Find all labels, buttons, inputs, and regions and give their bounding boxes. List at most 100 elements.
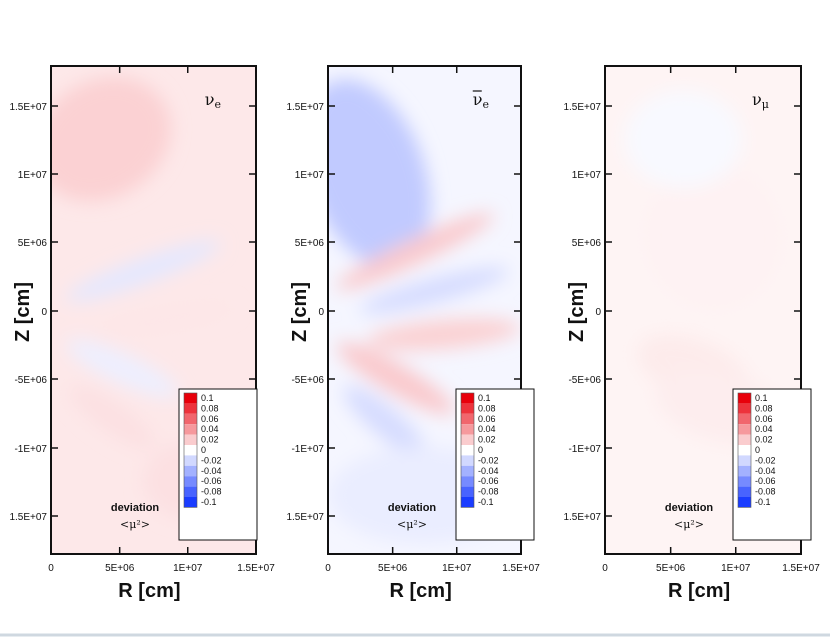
field-structure xyxy=(51,77,171,202)
y-tick-label: -1E+07 xyxy=(14,444,47,455)
y-axis-label: Z [cm] xyxy=(289,282,311,342)
y-tick-label: -5E+06 xyxy=(291,375,324,386)
y-tick-label: 1.5E+07 xyxy=(563,512,601,523)
y-tick-label: 1E+07 xyxy=(18,170,48,181)
legend-swatch xyxy=(738,476,751,487)
legend-swatch xyxy=(738,465,751,477)
legend-swatch xyxy=(461,445,474,456)
legend-level-label: -0.1 xyxy=(478,497,494,507)
field-structure xyxy=(69,385,156,450)
legend-swatch xyxy=(461,465,474,477)
y-tick-label: -1E+07 xyxy=(568,444,601,455)
legend-level-label: 0.02 xyxy=(478,435,496,445)
chart-panel-1: 1.5E+07 1E+07 5E+06 0 -5E+06 -1E+07 1.5E+07 0 5E… xyxy=(9,65,275,602)
legend-swatch xyxy=(461,434,474,445)
legend-subtitle: <μ²> xyxy=(120,518,150,531)
x-tick-label: 5E+06 xyxy=(378,563,408,574)
legend-level-label: -0.02 xyxy=(755,455,776,465)
legend-swatch xyxy=(184,403,197,414)
legend-level-label: -0.02 xyxy=(201,455,222,465)
x-tick-label: 1.5E+07 xyxy=(502,563,540,574)
y-tick-label: 1E+07 xyxy=(572,170,602,181)
y-tick-label: 5E+06 xyxy=(572,238,602,249)
x-tick-label: 1E+07 xyxy=(721,563,751,574)
field-structure xyxy=(336,342,455,415)
y-tick-label: 1.5E+07 xyxy=(9,512,47,523)
x-tick-label: 0 xyxy=(602,563,608,574)
legend-level-label: 0 xyxy=(755,445,760,455)
x-axis-label: R [cm] xyxy=(118,580,180,602)
legend-swatch xyxy=(184,476,197,487)
legend-colorbar-outline xyxy=(460,392,475,508)
legend-level-label: -0.08 xyxy=(201,487,222,497)
legend-level-label: 0.1 xyxy=(478,393,491,403)
legend-level-label: 0.06 xyxy=(201,414,219,424)
x-tick-label: 0 xyxy=(48,563,54,574)
legend-title: deviation xyxy=(111,502,160,514)
plot-frame xyxy=(50,65,257,555)
field-structure xyxy=(93,304,235,336)
legend-swatch xyxy=(738,413,751,425)
legend-level-label: -0.04 xyxy=(201,466,222,476)
legend-swatch xyxy=(738,403,751,414)
legend-title: deviation xyxy=(388,502,437,514)
legend-swatch xyxy=(184,455,197,466)
legend-swatch xyxy=(184,465,197,477)
legend-level-label: 0.1 xyxy=(755,393,768,403)
field-structure xyxy=(66,240,221,302)
field-structure xyxy=(66,339,179,398)
chart-panel-2: 1.5E+07 1E+07 5E+06 0 -5E+06 -1E+07 1.5E+07 0 5E… xyxy=(286,65,540,602)
legend-swatch xyxy=(461,476,474,487)
legend-level-label: 0.08 xyxy=(478,403,496,413)
legend-level-label: -0.06 xyxy=(201,476,222,486)
y-tick-label: -1E+07 xyxy=(291,444,324,455)
legend-swatch xyxy=(738,434,751,445)
legend-subtitle: <μ²> xyxy=(674,518,704,531)
x-tick-label: 5E+06 xyxy=(656,563,686,574)
field-structure xyxy=(366,318,521,351)
legend-swatch xyxy=(738,424,751,435)
y-tick-label: 1.5E+07 xyxy=(9,102,47,113)
legend-level-label: 0.04 xyxy=(201,424,219,434)
legend-level-label: 0 xyxy=(201,445,206,455)
field-structure xyxy=(624,90,743,188)
deviation-field xyxy=(605,66,801,554)
legend: 0.10.080.060.040.020-0.02-0.04-0.06-0.08… xyxy=(455,388,535,541)
legend-title: deviation xyxy=(665,502,714,514)
legend-level-label: -0.06 xyxy=(478,476,499,486)
legend-swatch xyxy=(738,497,751,508)
y-tick-label: 1.5E+07 xyxy=(563,102,601,113)
field-structure xyxy=(335,213,494,290)
legend-swatch xyxy=(461,393,474,404)
legend-level-label: -0.02 xyxy=(478,455,499,465)
legend-swatch xyxy=(461,486,474,497)
chart-panel-3: 1.5E+07 1E+07 5E+06 0 -5E+06 -1E+07 1.5E+07 0 5E… xyxy=(563,65,820,602)
legend-swatch xyxy=(738,445,751,456)
x-tick-label: 0 xyxy=(325,563,331,574)
y-tick-label: 0 xyxy=(318,307,324,318)
legend-level-label: -0.06 xyxy=(755,476,776,486)
species-subscript: e xyxy=(214,98,221,111)
x-axis-label: R [cm] xyxy=(668,580,730,602)
legend-swatch xyxy=(461,424,474,435)
legend-level-label: 0.08 xyxy=(201,403,219,413)
legend-swatch xyxy=(184,424,197,435)
legend-subtitle: <μ²> xyxy=(397,518,427,531)
legend-swatch xyxy=(738,486,751,497)
x-axis-label: R [cm] xyxy=(390,580,452,602)
legend-level-label: 0.04 xyxy=(478,424,496,434)
y-axis-label: Z [cm] xyxy=(566,282,588,342)
legend: 0.10.080.060.040.020-0.02-0.04-0.06-0.08… xyxy=(732,388,812,541)
field-structure xyxy=(359,267,509,314)
legend-swatch xyxy=(738,455,751,466)
y-tick-label: 1.5E+07 xyxy=(286,102,324,113)
legend-swatch xyxy=(461,455,474,466)
legend-level-label: 0.02 xyxy=(201,435,219,445)
x-tick-label: 1.5E+07 xyxy=(237,563,275,574)
legend-swatch xyxy=(184,413,197,425)
legend-swatch xyxy=(184,393,197,404)
species-subscript: e xyxy=(482,98,489,111)
y-tick-label: 0 xyxy=(41,307,47,318)
legend-level-label: 0.04 xyxy=(755,424,773,434)
